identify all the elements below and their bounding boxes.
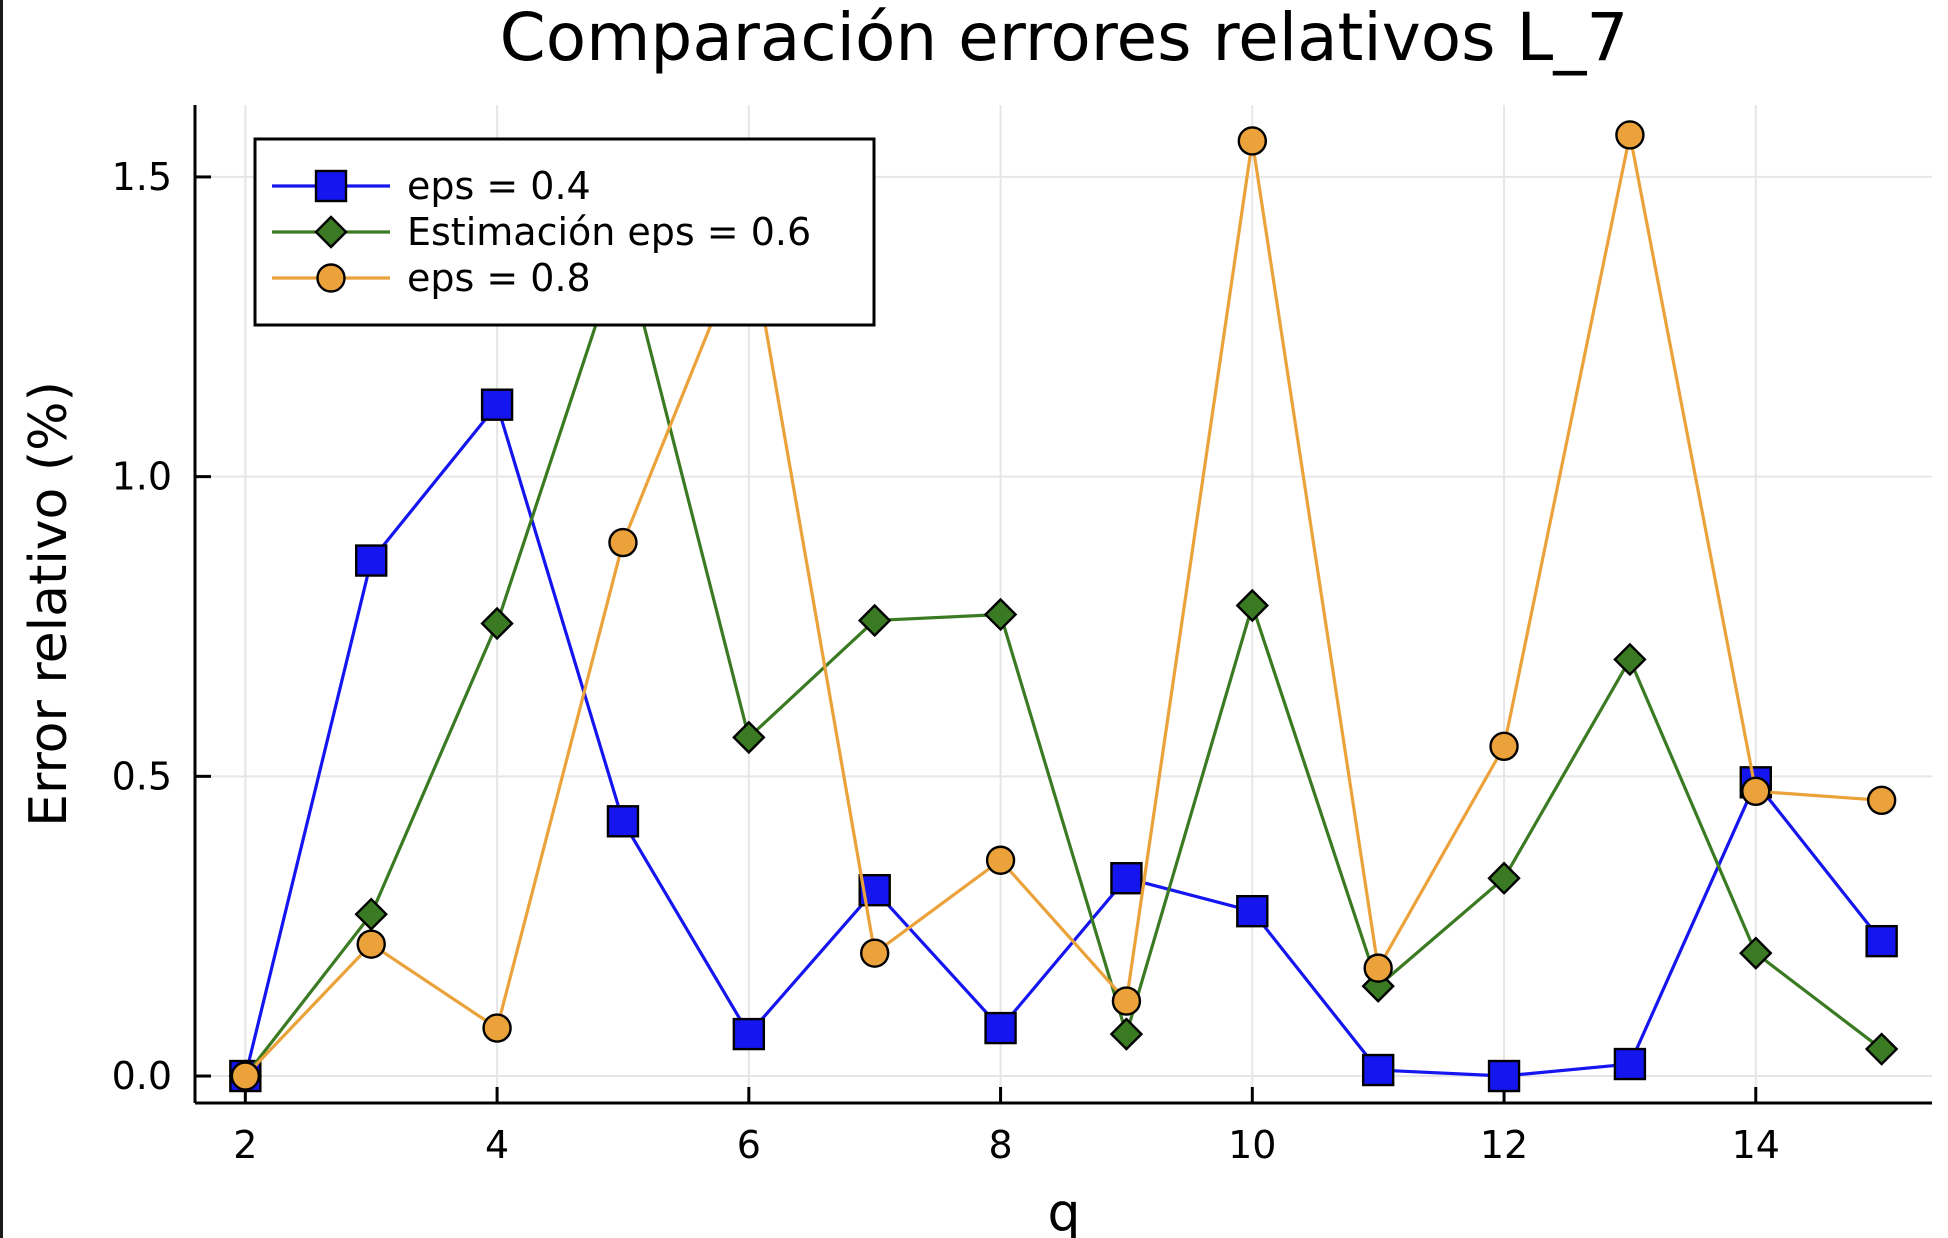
x-axis-title: q xyxy=(1047,1183,1080,1238)
axes xyxy=(193,105,1932,1105)
y-tick-label: 0.5 xyxy=(112,754,172,798)
x-tick-label: 8 xyxy=(988,1123,1012,1167)
x-tick-label: 14 xyxy=(1732,1123,1780,1167)
data-point-square xyxy=(1487,1059,1521,1093)
data-point-circle xyxy=(482,1013,512,1043)
data-point-diamond xyxy=(983,597,1018,632)
series-diamond xyxy=(228,226,1899,1093)
series-square xyxy=(229,388,1898,1093)
legend-label: eps = 0.8 xyxy=(407,256,591,300)
data-point-circle xyxy=(1741,776,1771,807)
data-point-diamond xyxy=(857,603,892,638)
data-point-square xyxy=(355,544,388,577)
x-tick-label: 12 xyxy=(1480,1123,1528,1167)
data-point-square xyxy=(480,388,514,421)
grid-lines xyxy=(195,105,1932,1103)
data-point-diamond xyxy=(1739,936,1773,970)
y-tick-label: 1.0 xyxy=(112,455,172,499)
data-point-diamond xyxy=(354,897,388,931)
x-tick-label: 6 xyxy=(737,1123,761,1167)
data-point-diamond xyxy=(732,720,766,755)
y-tick-label: 0.0 xyxy=(112,1054,172,1098)
data-point-diamond xyxy=(1235,588,1270,623)
data-point-circle xyxy=(356,929,386,959)
y-axis-title: Error relativo (%) xyxy=(19,381,79,827)
data-point-circle xyxy=(1237,126,1268,156)
data-point-circle xyxy=(1866,785,1897,816)
data-point-square xyxy=(732,1017,766,1051)
data-point-diamond xyxy=(480,606,514,641)
data-point-square xyxy=(606,805,640,838)
data-point-square xyxy=(1110,862,1143,895)
series-line xyxy=(243,403,1883,1078)
y-tick-label: 1.5 xyxy=(112,155,172,199)
axis-ticks: 2 4 6 8 10 12 14 0.0 0.5 1.0 1.5 xyxy=(112,155,1780,1167)
data-point-circle xyxy=(985,845,1016,875)
data-point-diamond xyxy=(1109,1017,1144,1051)
x-tick-label: 2 xyxy=(233,1123,257,1167)
legend-marker-circle xyxy=(316,263,346,293)
x-tick-label: 4 xyxy=(485,1123,509,1167)
legend-marker-diamond xyxy=(314,215,348,249)
window-frame-edge xyxy=(0,0,3,1238)
data-point-circle xyxy=(1489,731,1519,762)
data-point-diamond xyxy=(1864,1032,1899,1066)
data-point-square xyxy=(1236,894,1269,928)
data-point-square xyxy=(1361,1053,1395,1087)
data-point-circle xyxy=(608,527,638,558)
data-point-circle xyxy=(1615,120,1645,150)
data-point-circle xyxy=(230,1061,261,1091)
legend-label: eps = 0.4 xyxy=(407,164,591,208)
data-point-diamond xyxy=(1487,861,1521,895)
data-point-circle xyxy=(859,938,890,968)
series-line xyxy=(244,241,1883,1078)
data-point-diamond xyxy=(1613,642,1647,677)
legend-marker-square xyxy=(314,169,348,203)
data-point-square xyxy=(984,1011,1017,1045)
data-point-circle xyxy=(1111,986,1142,1016)
series-line xyxy=(244,133,1882,1078)
x-tick-label: 10 xyxy=(1228,1123,1276,1167)
series-layer xyxy=(228,120,1899,1093)
data-point-circle xyxy=(1363,953,1393,983)
data-point-square xyxy=(1613,1047,1647,1081)
legend-label: Estimación eps = 0.6 xyxy=(407,210,811,254)
chart-title: Comparación errores relativos L_7 xyxy=(500,0,1629,76)
data-point-square xyxy=(1865,924,1898,958)
